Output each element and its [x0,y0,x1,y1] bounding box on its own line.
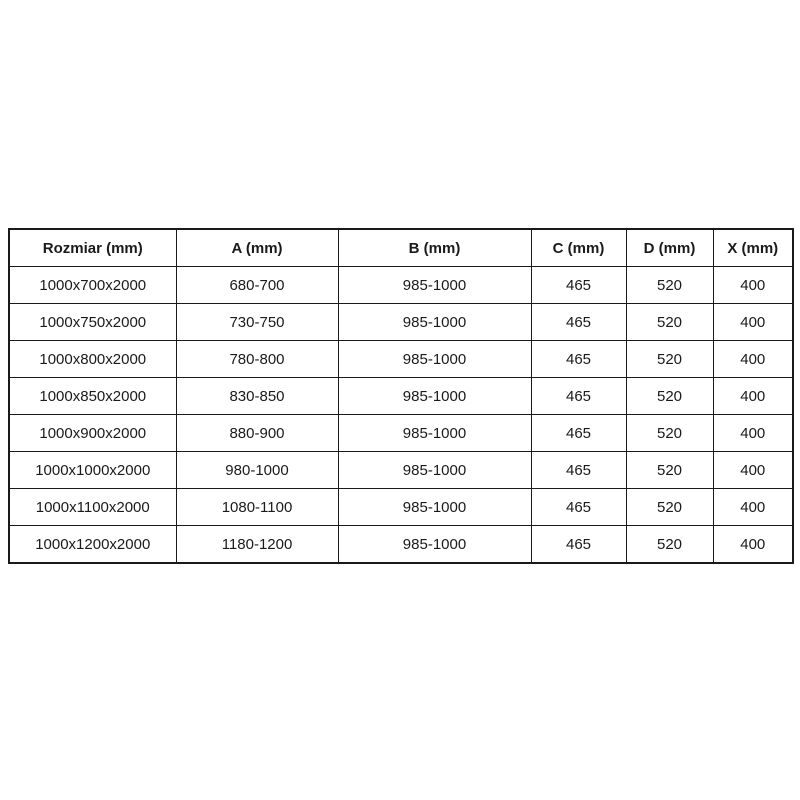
table-cell: 400 [712,414,794,452]
table-row: 1000x800x2000 780-800 985-1000 465 520 4… [8,340,794,378]
table-cell: 985-1000 [337,377,532,415]
table-cell: 1180-1200 [175,525,339,564]
table-cell: 400 [712,340,794,378]
table-row: 1000x1100x2000 1080-1100 985-1000 465 52… [8,488,794,526]
table-cell: 1000x1200x2000 [8,525,177,564]
table-row: 1000x750x2000 730-750 985-1000 465 520 4… [8,303,794,341]
table-cell: 985-1000 [337,266,532,304]
table-row: 1000x1000x2000 980-1000 985-1000 465 520… [8,451,794,489]
table-row: 1000x700x2000 680-700 985-1000 465 520 4… [8,266,794,304]
table-cell: 465 [530,303,627,341]
table-cell: 980-1000 [175,451,339,489]
table-cell: 400 [712,266,794,304]
table-cell: 520 [625,266,714,304]
table-cell: 985-1000 [337,451,532,489]
table-cell: 465 [530,377,627,415]
table-row: 1000x850x2000 830-850 985-1000 465 520 4… [8,377,794,415]
table-cell: 400 [712,303,794,341]
table-cell: 520 [625,525,714,564]
header-cell-d: D (mm) [625,228,714,267]
table-cell: 465 [530,266,627,304]
table-cell: 520 [625,377,714,415]
size-specification-table-container: Rozmiar (mm) A (mm) B (mm) C (mm) D (mm)… [8,228,794,564]
size-specification-table: Rozmiar (mm) A (mm) B (mm) C (mm) D (mm)… [8,228,794,564]
table-cell: 1080-1100 [175,488,339,526]
table-cell: 985-1000 [337,340,532,378]
table-cell: 985-1000 [337,414,532,452]
table-cell: 985-1000 [337,488,532,526]
header-cell-c: C (mm) [530,228,627,267]
table-row: 1000x900x2000 880-900 985-1000 465 520 4… [8,414,794,452]
table-cell: 400 [712,377,794,415]
header-cell-b: B (mm) [337,228,532,267]
table-cell: 1000x900x2000 [8,414,177,452]
table-cell: 400 [712,451,794,489]
table-cell: 465 [530,340,627,378]
table-header-row: Rozmiar (mm) A (mm) B (mm) C (mm) D (mm)… [8,228,794,267]
header-cell-x: X (mm) [712,228,794,267]
table-cell: 780-800 [175,340,339,378]
table-cell: 465 [530,451,627,489]
table-cell: 520 [625,488,714,526]
table-cell: 985-1000 [337,525,532,564]
table-cell: 985-1000 [337,303,532,341]
table-cell: 1000x800x2000 [8,340,177,378]
table-cell: 520 [625,340,714,378]
table-cell: 730-750 [175,303,339,341]
table-cell: 520 [625,451,714,489]
table-cell: 465 [530,488,627,526]
table-cell: 1000x850x2000 [8,377,177,415]
table-cell: 1000x700x2000 [8,266,177,304]
table-cell: 520 [625,303,714,341]
header-cell-rozmiar: Rozmiar (mm) [8,228,177,267]
table-cell: 1000x1000x2000 [8,451,177,489]
table-cell: 400 [712,488,794,526]
table-cell: 465 [530,525,627,564]
table-cell: 1000x750x2000 [8,303,177,341]
table-cell: 680-700 [175,266,339,304]
table-cell: 520 [625,414,714,452]
table-row: 1000x1200x2000 1180-1200 985-1000 465 52… [8,525,794,564]
table-cell: 400 [712,525,794,564]
table-cell: 465 [530,414,627,452]
table-cell: 830-850 [175,377,339,415]
table-cell: 1000x1100x2000 [8,488,177,526]
header-cell-a: A (mm) [175,228,339,267]
table-cell: 880-900 [175,414,339,452]
